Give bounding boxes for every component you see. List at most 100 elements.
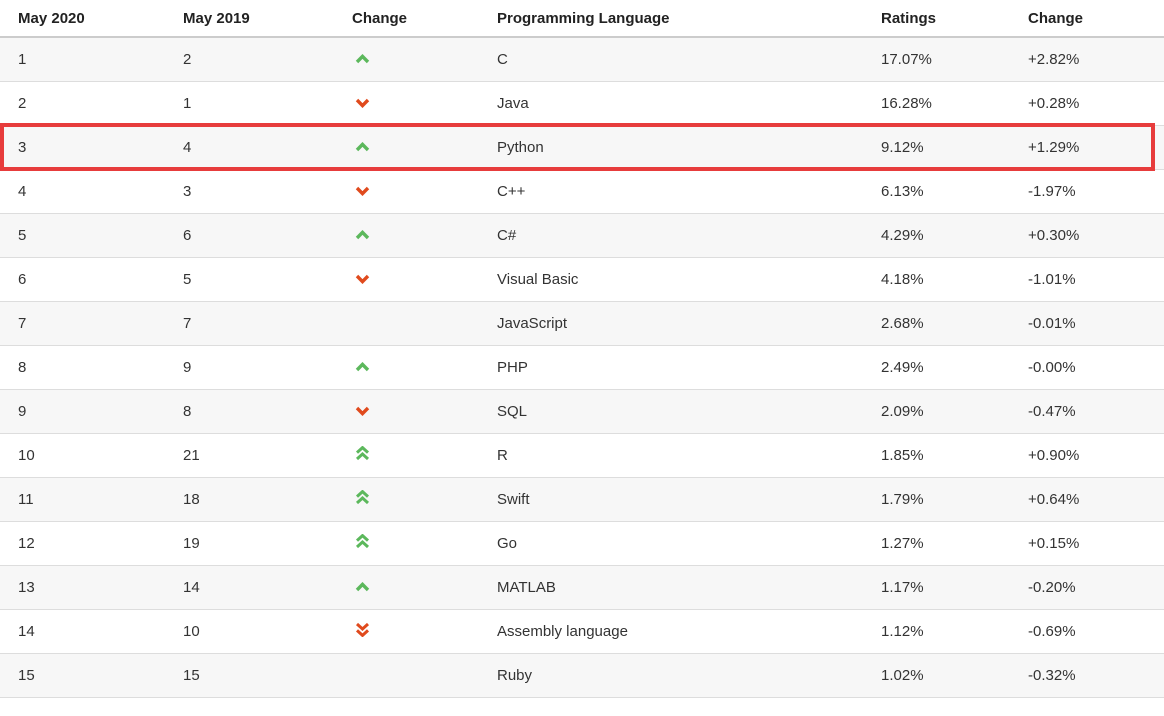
language-cell: Visual Basic	[497, 271, 579, 288]
chevron-double-up-icon	[355, 534, 370, 549]
rank-2019-cell: 9	[183, 359, 192, 376]
ratings-cell: 9.12%	[881, 139, 924, 156]
programming-language-table: May 2020 May 2019 Change Programming Lan…	[0, 0, 1164, 698]
ratings-cell: 2.49%	[881, 359, 924, 376]
chevron-up-icon	[355, 142, 370, 152]
ratings-change-cell: -0.32%	[1028, 667, 1076, 684]
language-cell: C++	[497, 183, 526, 200]
trend-cell	[352, 51, 497, 68]
language-cell: JavaScript	[497, 315, 568, 332]
ratings-change-cell: +0.15%	[1028, 535, 1080, 552]
trend-cell	[352, 490, 497, 509]
rank-2019-cell: 6	[183, 227, 192, 244]
ratings-change-cell: -0.69%	[1028, 623, 1076, 640]
language-cell: Swift	[497, 491, 530, 508]
language-cell: Ruby	[497, 667, 533, 684]
language-cell: C	[497, 51, 508, 68]
table-row-sql: 9 8 SQL 2.09% -0.47%	[0, 390, 1164, 434]
trend-cell	[352, 359, 497, 376]
table-row-python: 3 4 Python 9.12% +1.29%	[0, 123, 1164, 171]
language-cell: Go	[497, 535, 518, 552]
ratings-change-cell: +0.30%	[1028, 227, 1080, 244]
ratings-change-cell: -0.00%	[1028, 359, 1076, 376]
rank-2020-cell: 1	[18, 51, 27, 68]
ratings-cell: 4.18%	[881, 271, 924, 288]
ratings-change-cell: -0.47%	[1028, 403, 1076, 420]
table-row-assembly: 14 10 Assembly language 1.12% -0.69%	[0, 610, 1164, 654]
trend-cell	[352, 139, 497, 156]
language-cell: Python	[497, 139, 544, 156]
header-ratings: Ratings	[881, 9, 937, 27]
ratings-change-cell: +1.29%	[1028, 139, 1080, 156]
rank-2019-cell: 1	[183, 95, 192, 112]
header-may-2020: May 2020	[18, 9, 85, 27]
language-cell: SQL	[497, 403, 528, 420]
chevron-down-icon	[355, 406, 370, 416]
chevron-up-icon	[355, 362, 370, 372]
table-row-java: 2 1 Java 16.28% +0.28%	[0, 82, 1164, 126]
chevron-double-down-icon	[355, 622, 370, 637]
ratings-change-cell: -1.97%	[1028, 183, 1076, 200]
rank-2019-cell: 21	[183, 447, 200, 464]
trend-cell	[352, 579, 497, 596]
header-change: Change	[352, 9, 408, 27]
trend-cell	[352, 271, 497, 288]
trend-cell	[352, 403, 497, 420]
rank-2020-cell: 9	[18, 403, 27, 420]
trend-cell	[352, 446, 497, 465]
ratings-change-cell: -0.01%	[1028, 315, 1076, 332]
ratings-cell: 1.12%	[881, 623, 924, 640]
rank-2020-cell: 4	[18, 183, 27, 200]
table-row-cpp: 4 3 C++ 6.13% -1.97%	[0, 170, 1164, 214]
rank-2019-cell: 3	[183, 183, 192, 200]
header-may-2019: May 2019	[183, 9, 250, 27]
rank-2020-cell: 12	[18, 535, 35, 552]
rank-2019-cell: 18	[183, 491, 200, 508]
language-cell: Assembly language	[497, 623, 628, 640]
ratings-change-cell: +0.64%	[1028, 491, 1080, 508]
rank-2020-cell: 15	[18, 667, 35, 684]
trend-cell	[352, 315, 497, 332]
ratings-change-cell: +0.28%	[1028, 95, 1080, 112]
table-body: 1 2 C 17.07% +2.82% 2 1 Java 16.28% +0.2…	[0, 38, 1164, 698]
ratings-change-cell: -1.01%	[1028, 271, 1076, 288]
rank-2020-cell: 8	[18, 359, 27, 376]
chevron-down-icon	[355, 186, 370, 196]
trend-cell	[352, 667, 497, 684]
rank-2020-cell: 3	[18, 139, 27, 156]
ratings-cell: 1.79%	[881, 491, 924, 508]
language-cell: R	[497, 447, 508, 464]
trend-cell	[352, 622, 497, 641]
trend-cell	[352, 534, 497, 553]
chevron-double-up-icon	[355, 446, 370, 461]
chevron-up-icon	[355, 582, 370, 592]
ratings-change-cell: +0.90%	[1028, 447, 1080, 464]
ratings-cell: 16.28%	[881, 95, 932, 112]
rank-2019-cell: 2	[183, 51, 192, 68]
header-programming-language: Programming Language	[497, 9, 670, 27]
ratings-cell: 2.68%	[881, 315, 924, 332]
chevron-double-up-icon	[355, 490, 370, 505]
trend-cell	[352, 227, 497, 244]
ratings-cell: 1.27%	[881, 535, 924, 552]
language-cell: C#	[497, 227, 517, 244]
table-row-r: 10 21 R 1.85% +0.90%	[0, 434, 1164, 478]
language-cell: MATLAB	[497, 579, 556, 596]
rank-2020-cell: 6	[18, 271, 27, 288]
rank-2020-cell: 2	[18, 95, 27, 112]
rank-2019-cell: 10	[183, 623, 200, 640]
ratings-change-cell: +2.82%	[1028, 51, 1080, 68]
rank-2019-cell: 8	[183, 403, 192, 420]
chevron-up-icon	[355, 54, 370, 64]
header-ratings-change: Change	[1028, 9, 1084, 27]
table-row-javascript: 7 7 JavaScript 2.68% -0.01%	[0, 302, 1164, 346]
ratings-cell: 17.07%	[881, 51, 932, 68]
rank-2019-cell: 4	[183, 139, 192, 156]
rank-2019-cell: 5	[183, 271, 192, 288]
table-row-c: 1 2 C 17.07% +2.82%	[0, 38, 1164, 82]
table-row-go: 12 19 Go 1.27% +0.15%	[0, 522, 1164, 566]
table-row-visual-basic: 6 5 Visual Basic 4.18% -1.01%	[0, 258, 1164, 302]
rank-2020-cell: 5	[18, 227, 27, 244]
ratings-cell: 2.09%	[881, 403, 924, 420]
table-header-row: May 2020 May 2019 Change Programming Lan…	[0, 0, 1164, 38]
